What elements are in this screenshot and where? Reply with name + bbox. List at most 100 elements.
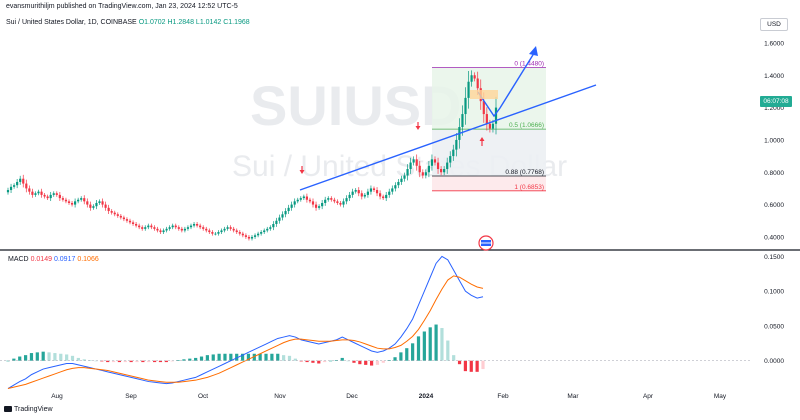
drawings[interactable] [299, 46, 597, 191]
macd-legend[interactable]: MACD 0.0149 0.0917 0.1066 [8, 256, 99, 263]
macd-histogram-bar [252, 353, 256, 361]
candle-body [150, 225, 153, 228]
macd-histogram-bar [411, 343, 415, 361]
symbol-ohlc: Sui / United States Dollar, 1D, COINBASE… [6, 19, 250, 26]
candle-body [6, 190, 10, 193]
fib-zone-lower [432, 176, 546, 191]
macd-histogram-bar [123, 360, 127, 363]
macd-tick-label: 0.0000 [764, 358, 784, 365]
macd-line [7, 255, 484, 389]
time-tick-label: Feb [497, 393, 509, 400]
candle-body [284, 211, 287, 215]
candle-body [61, 198, 64, 200]
candle-body [266, 228, 269, 231]
candle-body [278, 217, 281, 221]
candle-body [333, 199, 336, 202]
candle-body [226, 227, 229, 229]
highlight-box [470, 90, 498, 99]
macd-histogram-bar [246, 353, 251, 361]
time-tick-label: Apr [643, 393, 654, 400]
candle-body [369, 188, 373, 192]
macd-histogram-bar [18, 356, 22, 361]
candle-body [171, 225, 174, 228]
candle-body [406, 169, 409, 176]
candle-body [202, 227, 205, 229]
macd-histogram-bar [76, 357, 80, 361]
time-tick-label: 2024 [419, 393, 434, 400]
macd-histogram-bar [358, 360, 362, 365]
candle-body [168, 227, 171, 229]
macd-histogram-bar [422, 331, 426, 361]
candle-body [101, 201, 104, 205]
price-tick-label: 1.0000 [764, 137, 784, 144]
candle-body [363, 194, 366, 197]
candle-body [250, 236, 254, 239]
macd-histogram-bar [481, 360, 485, 370]
candle-body [324, 199, 327, 203]
macd-histogram-bar [375, 360, 380, 365]
candle-body [247, 236, 251, 239]
candle-body [211, 232, 214, 234]
time-axis[interactable]: Aug Sep Oct Nov Dec 2024 Feb Mar Apr May [51, 393, 727, 400]
candle-body [287, 207, 290, 212]
candle-body [485, 114, 488, 124]
candle-body [9, 186, 13, 191]
candle-body [144, 227, 147, 229]
candle-body [95, 202, 98, 207]
price-tick-label: 0.8000 [764, 170, 784, 177]
candle-body [260, 232, 263, 234]
macd-histogram-bar [111, 360, 116, 363]
candle-body [205, 228, 208, 231]
candle-body [125, 219, 129, 221]
candle-body [299, 198, 302, 200]
macd-legend-name: MACD [8, 256, 29, 263]
macd-histogram-bar [182, 359, 186, 361]
candle-body [375, 190, 379, 194]
candle-body [491, 123, 495, 129]
last-price-tag: 06:07:08 [760, 96, 792, 107]
price-tick-label: 1.6000 [764, 40, 784, 47]
macd-histogram-bar [240, 353, 245, 361]
candle-body [180, 228, 183, 231]
macd-histogram-bar [59, 353, 63, 361]
candle-body [104, 204, 107, 208]
candle-body [464, 97, 467, 115]
candle-body [110, 211, 113, 213]
candle-body [382, 196, 385, 199]
candle-body [443, 169, 446, 173]
candle-body [28, 188, 31, 192]
sell-arrow-head [299, 170, 305, 174]
event-flag-icon[interactable] [478, 235, 494, 251]
fib-level-label: 1 (0.6853) [514, 184, 544, 191]
macd-histogram-bar [41, 351, 45, 361]
macd-histogram-bar [117, 360, 122, 363]
projection-arrow [477, 49, 537, 118]
candle-body [290, 204, 293, 208]
candle-body [470, 75, 473, 82]
macd-histogram-bar [135, 360, 139, 363]
candle-body [394, 185, 397, 189]
candle-body [183, 228, 186, 231]
candle-body [153, 227, 156, 229]
candle-body [98, 201, 101, 203]
macd-histogram-bar [287, 355, 292, 361]
candle-body [55, 193, 58, 195]
candle-body [467, 81, 470, 98]
candle-body [488, 123, 491, 129]
currency-button[interactable]: USD [760, 18, 788, 31]
price-axis[interactable]: 1.6000 1.4000 1.2000 1.0000 0.8000 0.6000 0.40… [764, 40, 784, 241]
candle-body [244, 235, 247, 237]
macd-histogram-bar [264, 353, 268, 361]
candle-body [296, 199, 299, 202]
candle-body [388, 191, 391, 195]
macd-histogram-bar [94, 360, 98, 362]
macd-histogram-bar [446, 340, 450, 361]
candle-body [83, 198, 86, 202]
macd-histogram-bar [153, 360, 157, 363]
candle-body [379, 193, 382, 197]
candle-body [22, 178, 25, 184]
macd-histogram-bar [164, 360, 168, 363]
macd-histogram-bar [328, 360, 333, 362]
candle-body [80, 198, 83, 200]
